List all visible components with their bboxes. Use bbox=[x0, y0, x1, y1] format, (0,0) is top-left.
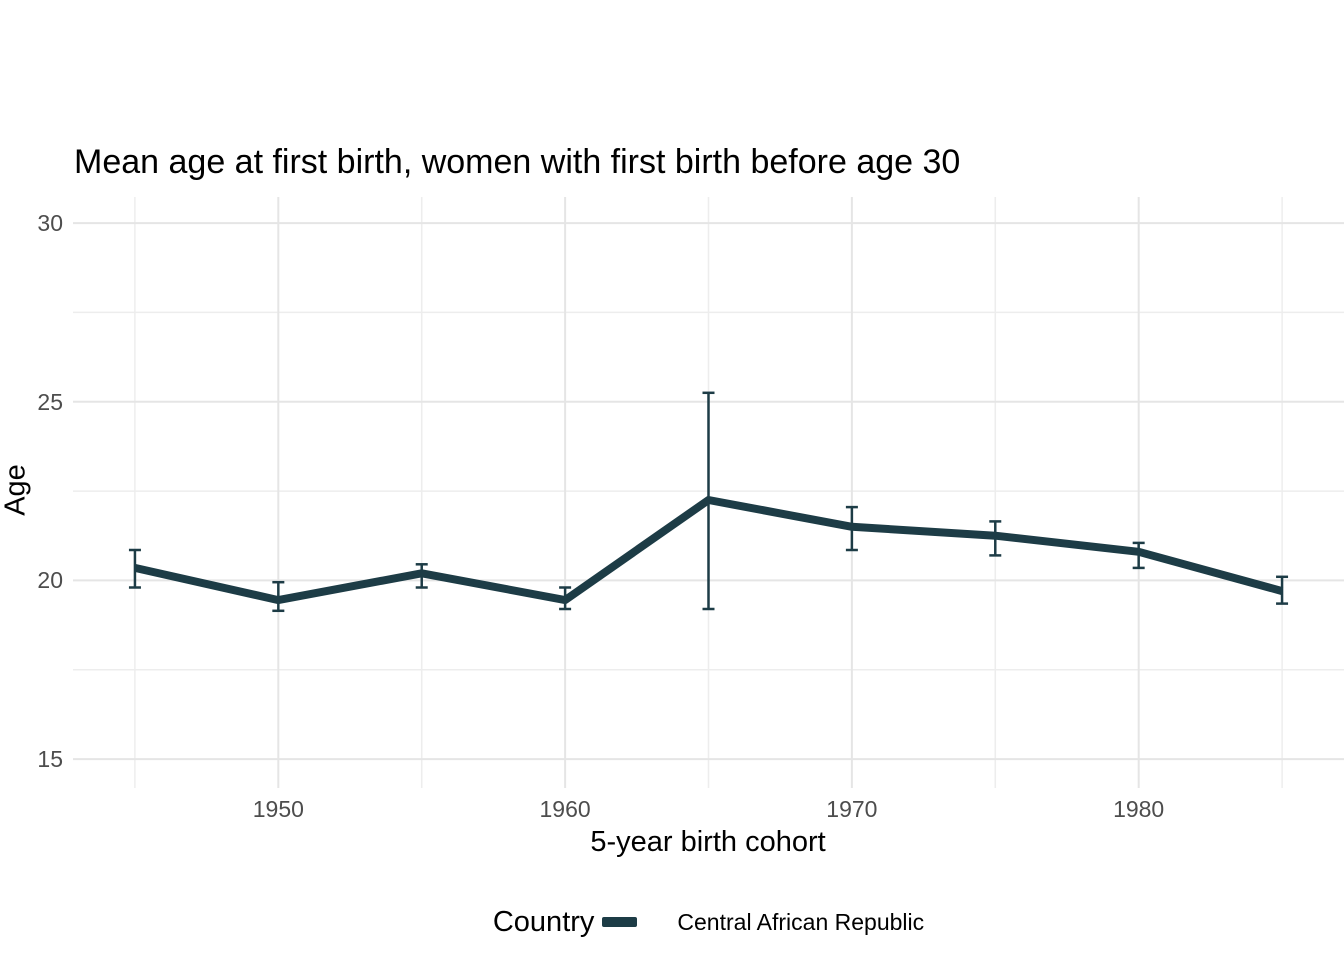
x-tick-label: 1970 bbox=[826, 796, 878, 822]
y-tick-label: 20 bbox=[37, 567, 63, 594]
legend-title: Country bbox=[492, 905, 595, 938]
x-tick-label: 1960 bbox=[539, 796, 591, 822]
data-line bbox=[134, 496, 1284, 605]
x-tick-label: 1980 bbox=[1113, 796, 1165, 822]
x-axis-title: 5-year birth cohort bbox=[590, 826, 826, 858]
chart-title: Mean age at first birth, women with firs… bbox=[74, 143, 961, 181]
x-tick-label: 1950 bbox=[252, 796, 304, 822]
y-tick-label: 15 bbox=[37, 746, 63, 773]
legend-entry-label: Central African Republic bbox=[677, 908, 925, 935]
y-tick-label: 30 bbox=[37, 210, 63, 237]
y-tick-label: 25 bbox=[37, 388, 63, 415]
legend-key-line bbox=[602, 917, 638, 927]
legend: Country Central African Republic bbox=[73, 901, 1344, 943]
